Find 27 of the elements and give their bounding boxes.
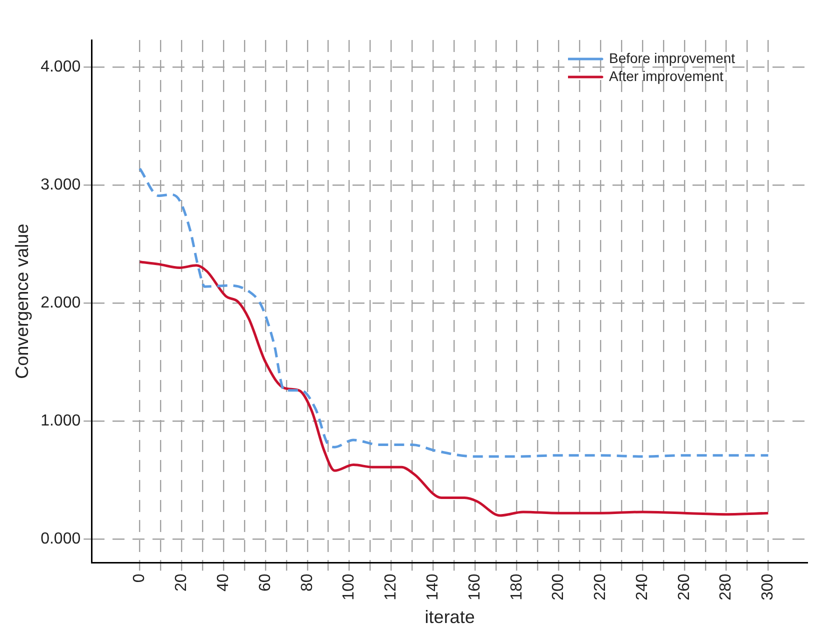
line-series <box>138 167 770 458</box>
x-tick-label: 220 <box>592 574 610 600</box>
y-tick-label: 2.000 <box>40 294 81 312</box>
x-tick-label: 300 <box>760 574 777 600</box>
x-tick-label: 120 <box>382 574 400 600</box>
x-tick-label: 0 <box>131 574 148 583</box>
x-tick-label: 280 <box>718 574 735 600</box>
x-tick-label: 240 <box>634 574 651 600</box>
x-tick-label: 40 <box>215 574 232 592</box>
y-tick-label: 3.000 <box>40 176 81 194</box>
x-tick-label: 60 <box>256 574 274 592</box>
legend-label: Before improvement <box>609 50 736 66</box>
x-tick-label: 20 <box>173 574 190 592</box>
x-tick-label: 200 <box>550 574 568 600</box>
x-tick-label: 160 <box>466 574 484 600</box>
y-axis-title: Convergence value <box>12 224 32 379</box>
x-tick-label: 260 <box>676 574 693 600</box>
x-tick-label: 140 <box>424 574 442 600</box>
line-series <box>138 260 770 517</box>
y-tick-label: 1.000 <box>40 412 81 430</box>
x-tick-label: 80 <box>298 574 316 592</box>
y-tick-label: 0.000 <box>40 530 81 548</box>
legend-label: After improvement <box>609 68 724 84</box>
x-tick-label: 100 <box>340 574 358 600</box>
x-axis-title: iterate <box>424 607 475 628</box>
x-tick-label: 180 <box>508 574 526 600</box>
y-tick-label: 4.000 <box>40 58 81 76</box>
